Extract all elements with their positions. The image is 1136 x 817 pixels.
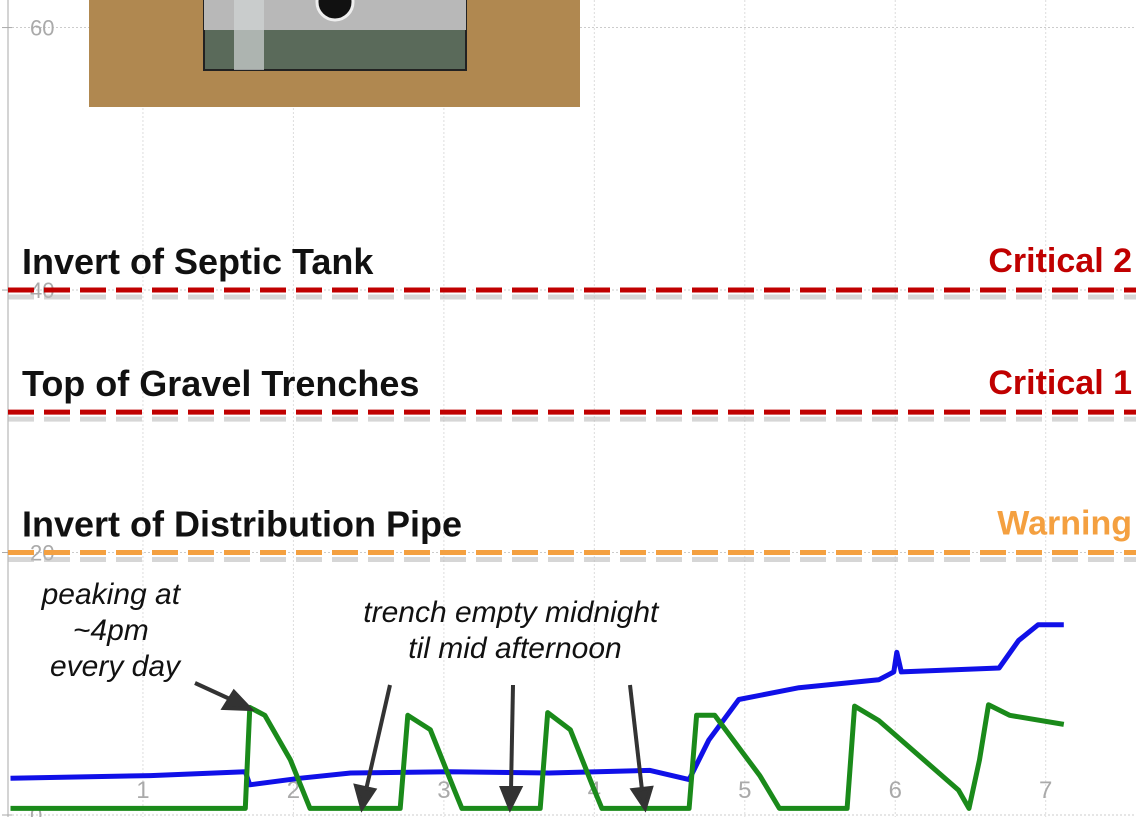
annotation-line: trench empty midnight [363, 596, 660, 629]
threshold-label: Top of Gravel Trenches [22, 363, 419, 404]
annotation-line: every day [50, 650, 182, 683]
x-tick-label: 7 [1039, 777, 1052, 804]
annotation-line: til mid afternoon [408, 632, 621, 665]
x-tick-label: 6 [889, 777, 902, 804]
annotation-line: ~4pm [73, 614, 149, 647]
background [0, 0, 1136, 817]
chart: 12345670204060 Invert of Septic TankCrit… [0, 0, 1136, 817]
threshold-label: Invert of Distribution Pipe [22, 504, 462, 545]
x-tick-label: 1 [136, 777, 149, 804]
y-tick-label: 60 [30, 16, 54, 41]
threshold-level: Critical 2 [988, 242, 1132, 280]
annotation-line: peaking at [41, 578, 182, 611]
threshold-label: Invert of Septic Tank [22, 241, 374, 282]
x-tick-label: 5 [738, 777, 751, 804]
threshold-level: Warning [997, 505, 1132, 543]
trench-picture [89, 0, 580, 107]
threshold-level: Critical 1 [988, 364, 1132, 402]
